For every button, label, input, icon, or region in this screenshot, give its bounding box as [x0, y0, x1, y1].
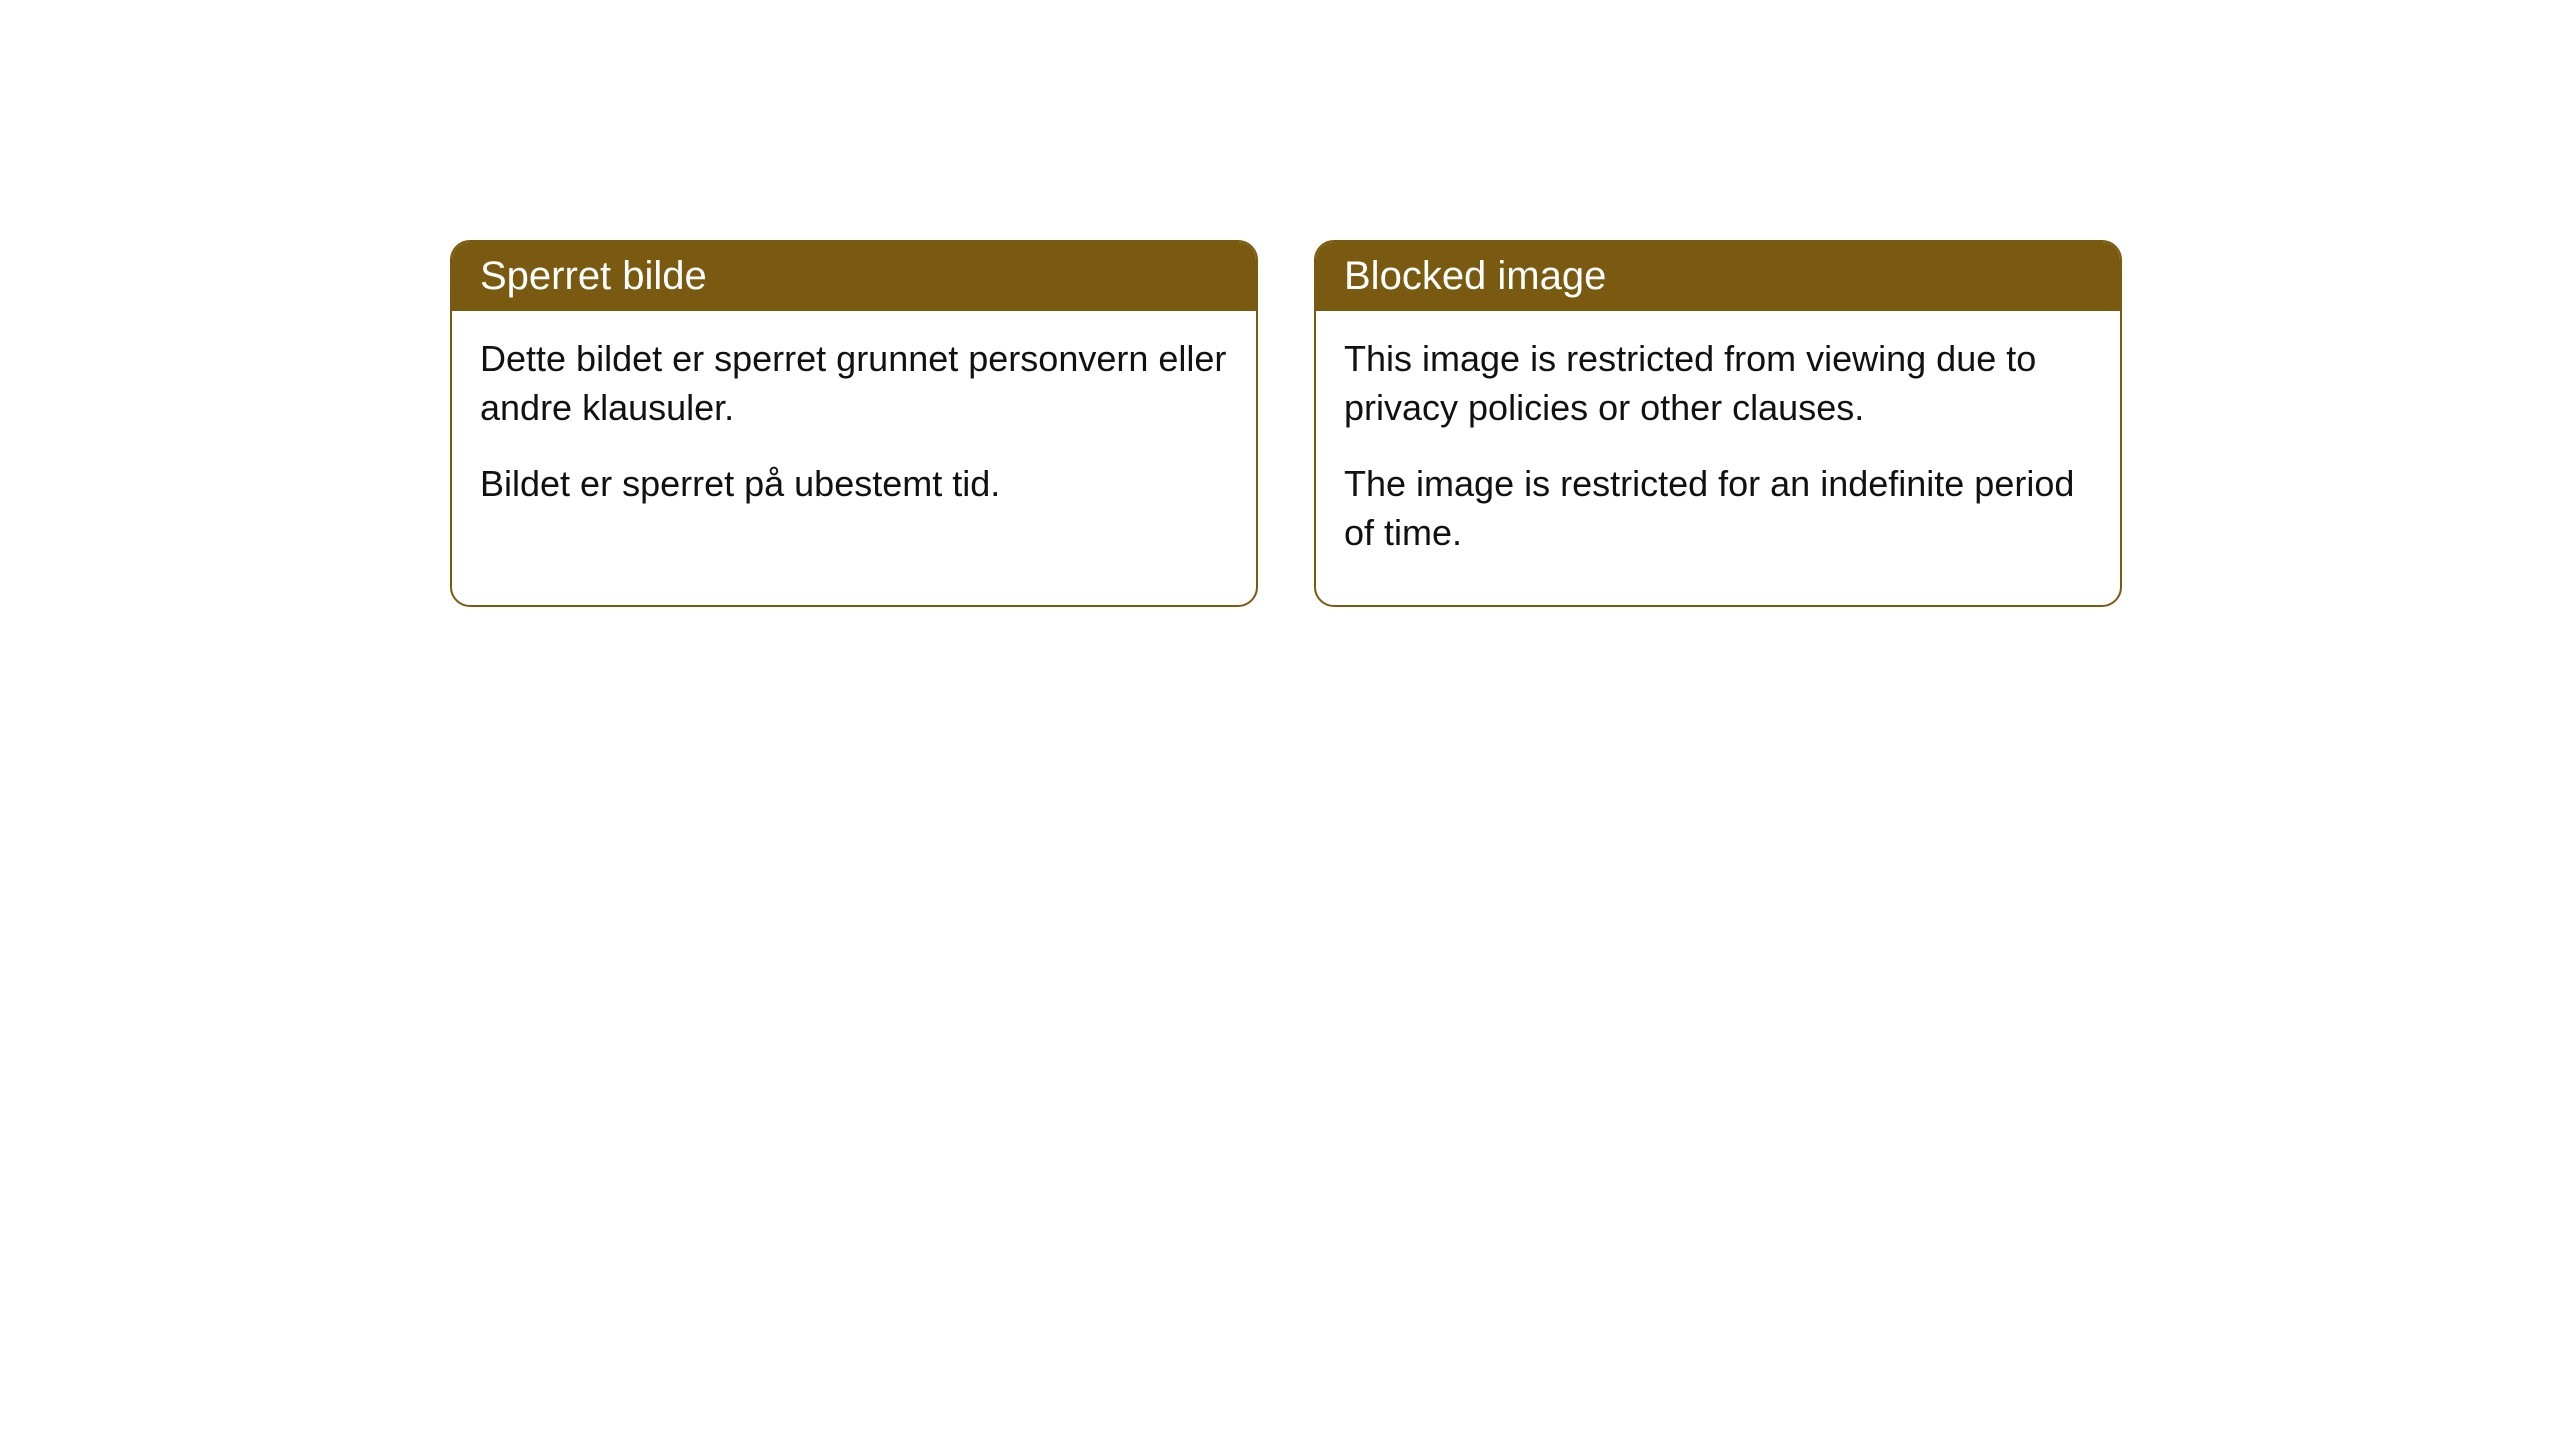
card-body: This image is restricted from viewing du…: [1316, 311, 2120, 605]
card-paragraph: The image is restricted for an indefinit…: [1344, 460, 2092, 557]
notice-card-no: Sperret bilde Dette bildet er sperret gr…: [450, 240, 1258, 607]
card-header: Sperret bilde: [452, 242, 1256, 311]
notice-card-en: Blocked image This image is restricted f…: [1314, 240, 2122, 607]
card-paragraph: This image is restricted from viewing du…: [1344, 335, 2092, 432]
card-paragraph: Bildet er sperret på ubestemt tid.: [480, 460, 1228, 509]
card-header: Blocked image: [1316, 242, 2120, 311]
notice-cards-container: Sperret bilde Dette bildet er sperret gr…: [450, 240, 2122, 607]
card-paragraph: Dette bildet er sperret grunnet personve…: [480, 335, 1228, 432]
card-body: Dette bildet er sperret grunnet personve…: [452, 311, 1256, 557]
